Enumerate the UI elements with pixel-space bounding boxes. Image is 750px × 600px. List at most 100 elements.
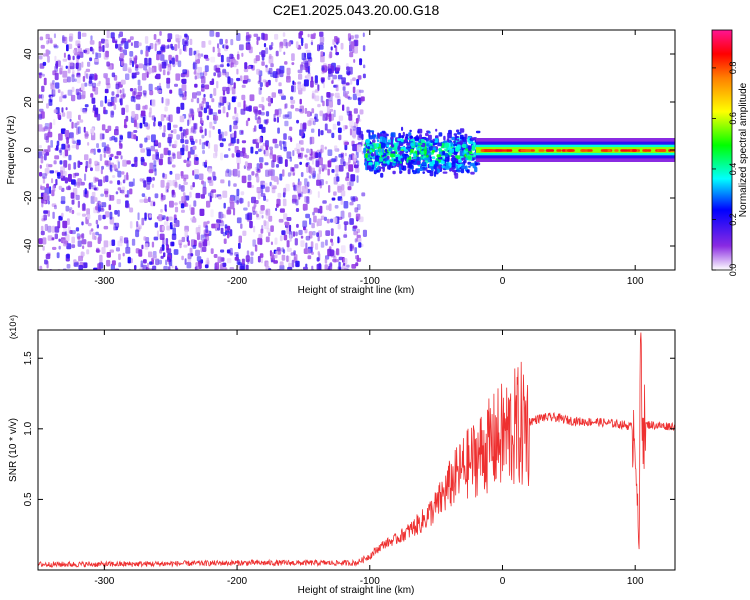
spectrogram-cell — [299, 63, 303, 69]
snr-y-tick-label: 0.5 — [23, 492, 34, 506]
spectrogram-cell — [226, 56, 231, 63]
spectrogram-cell — [300, 129, 304, 137]
spectrogram-cell — [176, 151, 182, 159]
spectrogram-cell — [427, 152, 432, 156]
spectrogram-cell — [222, 68, 227, 74]
spectrogram-cell — [64, 177, 68, 184]
spectrogram-cell — [46, 40, 49, 45]
spectrogram-cell — [40, 230, 45, 236]
spectrogram-cell — [331, 93, 335, 97]
spectrogram-cell — [46, 103, 49, 109]
spectrogram-cell — [390, 136, 394, 141]
spectrogram-cell — [77, 236, 81, 240]
spectrogram-cell — [260, 111, 265, 116]
spectrogram-cell — [300, 172, 304, 178]
spectrogram-cell — [224, 131, 228, 137]
spectrogram-cell — [247, 181, 252, 188]
spectrogram-cell — [245, 120, 249, 127]
spectrogram-cell — [211, 223, 216, 229]
spectrogram-cell — [290, 166, 293, 172]
spectrogram-cell — [56, 172, 61, 177]
spectrogram-cell — [153, 34, 157, 40]
spectrogram-cell — [428, 131, 431, 134]
spectrogram-cell — [358, 216, 364, 223]
spectrogram-cell — [54, 155, 60, 160]
spectrogram-cell — [315, 160, 320, 168]
spectrogram-cell — [354, 238, 358, 243]
spectrogram-cell — [95, 219, 99, 225]
spectrogram-cell — [171, 144, 177, 149]
spectrogram-cell — [260, 228, 264, 234]
spectrogram-cell — [275, 207, 278, 212]
spectrogram-cell — [279, 140, 282, 147]
spectrogram-cell — [348, 164, 354, 172]
spectrogram-cell — [350, 78, 353, 85]
spectrogram-cell — [266, 118, 269, 124]
spectrogram-cell — [270, 225, 274, 232]
spectrogram-cell — [444, 142, 449, 148]
spectrogram-cell — [48, 98, 53, 106]
spectrogram-cell — [119, 89, 122, 94]
spectrogram-cell — [432, 138, 435, 142]
spectrogram-cell — [213, 88, 217, 96]
spectrogram-cell — [371, 164, 375, 170]
spectrogram-cell — [121, 107, 125, 115]
spectrogram-cell — [256, 163, 260, 171]
spectrogram-cell — [234, 60, 239, 65]
spectrogram-cell — [331, 132, 335, 139]
spectrogram-cell — [348, 157, 351, 164]
spectrogram-cell — [292, 172, 295, 176]
spectrogram-cell — [169, 200, 174, 208]
spectrogram-cell — [261, 32, 265, 40]
spectrogram-cell — [70, 192, 75, 199]
spectrogram-cell — [298, 108, 303, 112]
spectrogram-cell — [211, 78, 215, 85]
spectrogram-cell — [345, 177, 350, 182]
spectrogram-cell — [77, 31, 81, 40]
spectrogram-cell — [87, 222, 92, 227]
spectrogram-cell — [392, 170, 396, 175]
spectrogram-cell — [317, 103, 321, 108]
colorbar: 0.00.20.40.60.8 Normalized spectral ampl… — [711, 29, 749, 276]
spectrogram-cell — [180, 138, 185, 144]
spectrogram-cell — [318, 157, 323, 166]
spectrogram-cell — [284, 61, 288, 65]
spectrogram-cell — [130, 96, 135, 102]
spectrogram-cell — [160, 209, 163, 213]
spectrogram-cell — [330, 228, 334, 237]
spectrogram-cell — [406, 158, 409, 164]
spectrogram-cell — [355, 167, 360, 173]
spectrogram-cell — [90, 93, 94, 98]
spectrogram-cell — [228, 180, 231, 187]
spectrogram-cell — [66, 218, 70, 226]
spectrogram-cell — [291, 85, 296, 93]
spectrogram-cell — [353, 154, 357, 162]
spectrogram-cell — [303, 79, 309, 87]
spectrogram-cell — [201, 76, 206, 84]
spectrogram-cell — [256, 40, 259, 46]
spectrogram-cell — [167, 256, 170, 261]
spectrogram-cell — [299, 181, 302, 186]
spectrogram-cell — [283, 39, 288, 47]
spectrogram-cell — [337, 127, 342, 134]
spectrogram-cell — [129, 207, 134, 213]
spectrogram-cell — [397, 156, 401, 161]
spectrogram-cell — [76, 212, 81, 216]
snr-x-tick-label: -200 — [227, 576, 247, 587]
spectrogram-cell — [328, 185, 331, 193]
spectrogram-cell — [153, 160, 157, 167]
spectrogram-cell — [87, 241, 93, 248]
spectrogram-cell — [243, 207, 248, 211]
spectrogram-cell — [242, 80, 248, 84]
spectrogram-cell — [93, 197, 98, 202]
spectrogram-cell — [292, 150, 295, 157]
spectrogram-cell — [300, 240, 305, 247]
spectrogram-cell — [233, 183, 237, 187]
spectrogram-cell — [312, 170, 316, 178]
spectrogram-cell — [38, 238, 43, 245]
spectrogram-cell — [309, 166, 312, 174]
spectrogram-cell — [135, 71, 140, 75]
spectrogram-cell — [222, 96, 227, 104]
spectrogram-cell — [327, 268, 330, 270]
